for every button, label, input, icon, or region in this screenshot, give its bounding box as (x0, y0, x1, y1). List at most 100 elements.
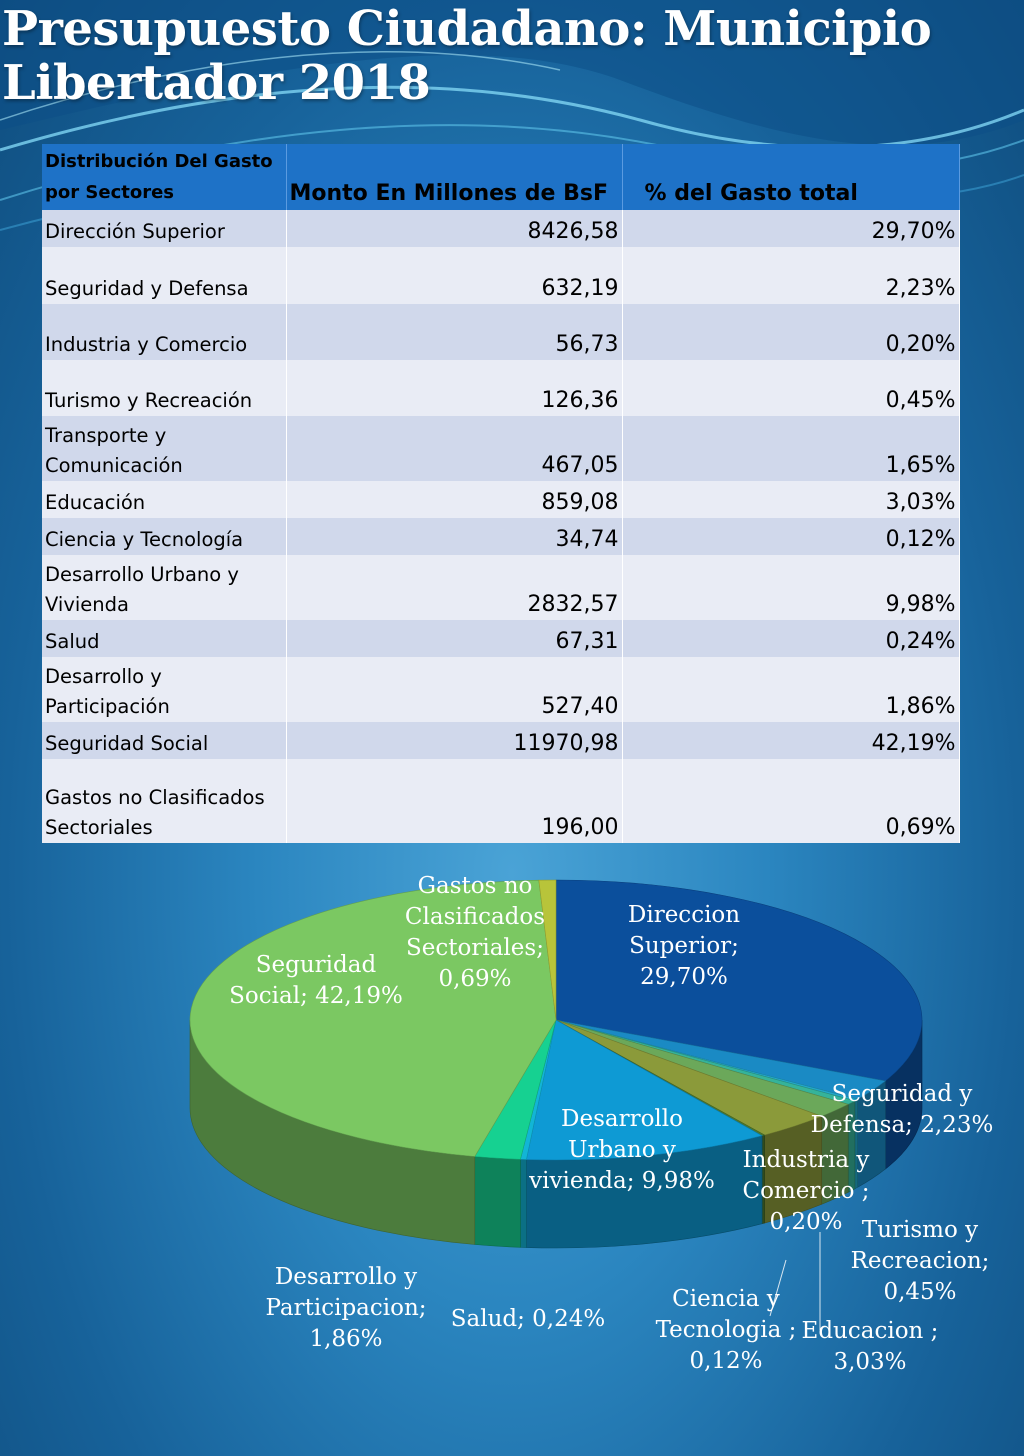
pie-slice-label-line: Clasificados (405, 904, 545, 930)
pie-slice-label-line: Participacion; (265, 1295, 426, 1321)
pie-slice-label: Direccion Superior; 29,70% (628, 902, 740, 990)
row-monto: 859,08 (286, 481, 623, 518)
pie-slice-label-line: Defensa; 2,23% (811, 1112, 994, 1138)
row-name: Dirección Superior (42, 210, 287, 247)
pie-slice-label-line: Ciencia y (672, 1286, 780, 1312)
row-pct: 9,98% (622, 555, 960, 620)
pie-slice-label-line: 0,12% (689, 1348, 762, 1374)
pie-slice (189, 879, 557, 1157)
pie-slice-side (520, 1159, 527, 1248)
row-monto: 8426,58 (286, 210, 623, 247)
pie-slice-label-line: Recreacion; (851, 1248, 990, 1274)
pie-slice (526, 1019, 763, 1161)
pie-slice-label: Seguridad Social; 42,19% (229, 952, 403, 1009)
pie-slice-label-line: Direccion (628, 902, 740, 928)
row-monto: 196,00 (286, 759, 623, 843)
pie-slice-label-line: 1,86% (309, 1326, 382, 1352)
row-name: Salud (42, 620, 287, 657)
table-row: Seguridad Social 11970,98 42,19% (42, 722, 960, 759)
table-row: Dirección Superior 8426,58 29,70% (42, 210, 960, 247)
row-pct: 42,19% (622, 722, 960, 759)
pie-slice-label-line: 0,69% (438, 966, 511, 992)
row-monto: 11970,98 (286, 722, 623, 759)
table-row: Transporte y Comunicación 467,05 1,65% (42, 416, 960, 481)
page-title: Presupuesto Ciudadano: Municipio Liberta… (2, 1, 932, 111)
pie-slice-label-line: Desarrollo (561, 1106, 683, 1132)
pie-slice-label-line: vivienda; 9,98% (528, 1168, 715, 1194)
pie-slice-label-line: 29,70% (640, 964, 728, 990)
pie-slice-label-line: Educacion ; (802, 1318, 939, 1344)
row-monto: 34,74 (286, 518, 623, 555)
row-monto: 632,19 (286, 247, 623, 304)
row-name: Industria y Comercio (42, 304, 287, 360)
row-name: Gastos no Clasificados Sectoriales (42, 759, 287, 843)
row-pct: 2,23% (622, 247, 960, 304)
pie-slice-label: Educacion ; 3,03% (802, 1318, 939, 1375)
pie-slice-label: Seguridad y Defensa; 2,23% (811, 1081, 994, 1138)
row-pct: 3,03% (622, 481, 960, 518)
pie-slice (555, 879, 923, 1082)
pie-slice-label: Gastos no Clasificados Sectoriales; 0,69% (405, 873, 545, 992)
pie-slice-label-line: Seguridad (256, 952, 377, 978)
table-row: Educación 859,08 3,03% (42, 481, 960, 518)
row-name: Educación (42, 481, 287, 518)
pie-slice-label-line: Sectoriales; (406, 935, 544, 961)
row-name: Seguridad y Defensa (42, 247, 287, 304)
leader-line (769, 1259, 787, 1317)
pie-labels: Direccion Superior; 29,70% Seguridad y Defen… (229, 873, 993, 1375)
row-pct: 0,45% (622, 360, 960, 416)
row-name: Desarrollo Urbano y Vivienda (42, 555, 287, 620)
row-pct: 0,20% (622, 304, 960, 360)
pie-slice-label-line: Desarrollo y (275, 1264, 417, 1290)
pie-slice-label-line: 3,03% (833, 1349, 906, 1375)
row-name: Ciencia y Tecnología (42, 518, 287, 555)
pie-slice-label: Ciencia y Tecnologia ; 0,12% (656, 1286, 797, 1374)
table-row: Turismo y Recreación 126,36 0,45% (42, 360, 960, 416)
pie-slice-label: Desarrollo Urbano y vivienda; 9,98% (528, 1106, 715, 1194)
table-row: Ciencia y Tecnología 34,74 0,12% (42, 518, 960, 555)
pie-slice-side (474, 1156, 521, 1248)
table-row: Desarrollo y Participación 527,40 1,86% (42, 657, 960, 722)
row-monto: 126,36 (286, 360, 623, 416)
pie-slice-label-line: Superior; (629, 933, 739, 959)
table-row: Salud 67,31 0,24% (42, 620, 960, 657)
row-monto: 467,05 (286, 416, 623, 481)
pie-slice-label-line: Seguridad y (832, 1081, 973, 1107)
pie-slice-label-line: Gastos no (418, 873, 533, 899)
pie-slice-label: Desarrollo y Participacion; 1,86% (265, 1264, 426, 1352)
pie-chart: Direccion Superior; 29,70% Seguridad y Defen… (189, 873, 993, 1375)
pie-slice-label-line: Tecnologia ; (656, 1317, 797, 1343)
row-pct: 0,69% (622, 759, 960, 843)
row-name: Desarrollo y Participación (42, 657, 287, 722)
pie-slice-label: Turismo y Recreacion; 0,45% (851, 1217, 990, 1305)
table-row: Industria y Comercio 56,73 0,20% (42, 304, 960, 360)
header-monto: Monto En Millones de BsF (286, 144, 623, 210)
row-name: Transporte y Comunicación (42, 416, 287, 481)
pie-slice-label-line: Comercio ; (742, 1178, 869, 1204)
pie-slice-label-line: Salud; 0,24% (451, 1306, 606, 1332)
row-pct: 0,24% (622, 620, 960, 657)
pie-slice-label-line: Urbano y (568, 1137, 676, 1163)
row-monto: 56,73 (286, 304, 623, 360)
row-pct: 29,70% (622, 210, 960, 247)
pie-slice (538, 879, 557, 1021)
pie-slice-label-line: 0,20% (769, 1209, 842, 1235)
row-pct: 1,65% (622, 416, 960, 481)
row-name: Seguridad Social (42, 722, 287, 759)
header-sector: Distribución Del Gasto por Sectores (42, 144, 287, 210)
table-row: Gastos no Clasificados Sectoriales 196,00… (42, 759, 960, 843)
budget-table: Distribución Del Gasto por Sectores Mont… (42, 144, 960, 843)
pie-slice-label: Industria y Comercio ; 0,20% (742, 1147, 869, 1235)
table-row: Seguridad y Defensa 632,19 2,23% (42, 247, 960, 304)
row-monto: 67,31 (286, 620, 623, 657)
pie-slice-label-line: Social; 42,19% (229, 983, 403, 1009)
row-monto: 527,40 (286, 657, 623, 722)
table-header-row: Distribución Del Gasto por Sectores Mont… (42, 144, 960, 210)
row-name: Turismo y Recreación (42, 360, 287, 416)
pie-slice-label: Salud; 0,24% (451, 1306, 606, 1332)
pie-slice-label-line: Industria y (743, 1147, 870, 1173)
header-pct: % del Gasto total (622, 144, 960, 210)
pie-top (189, 879, 923, 1161)
row-pct: 0,12% (622, 518, 960, 555)
pie-slice-label-line: 0,45% (883, 1279, 956, 1305)
